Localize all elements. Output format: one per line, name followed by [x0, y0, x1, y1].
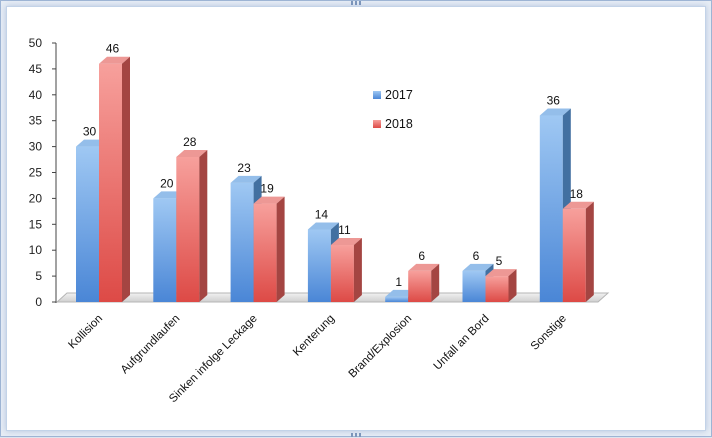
- category-label-1: Aufgrundlaufen: [119, 313, 183, 377]
- data-label-2018-4: 6: [418, 249, 425, 263]
- y-tick-label: 35: [29, 114, 43, 128]
- bar-front: [230, 182, 254, 302]
- data-label-2018-1: 28: [183, 135, 197, 149]
- data-label-2017-0: 30: [83, 125, 97, 139]
- bar-front: [462, 270, 486, 302]
- bar-top: [462, 263, 494, 271]
- bar-top: [176, 149, 208, 157]
- data-label-2018-2: 19: [260, 182, 274, 196]
- y-tick-label: 5: [35, 269, 42, 283]
- legend-label-2018: 2018: [385, 117, 413, 131]
- bar-side: [276, 196, 285, 302]
- resize-handle-top[interactable]: [351, 1, 363, 5]
- bar-front: [485, 276, 509, 302]
- legend-swatch-2017: [373, 91, 381, 99]
- legend-swatch-2018: [373, 120, 381, 128]
- y-tick-label: 20: [29, 191, 43, 205]
- bar-side: [353, 238, 362, 302]
- bar-top: [99, 56, 130, 64]
- bar-front: [99, 63, 122, 302]
- bar-side: [585, 201, 594, 302]
- data-label-2018-6: 18: [570, 187, 584, 201]
- bar-side: [431, 263, 440, 302]
- bar-side: [122, 56, 130, 302]
- resize-handle-bottom[interactable]: [351, 433, 363, 437]
- bar-top: [230, 175, 262, 183]
- bar-front: [253, 203, 277, 302]
- bar-2018-1: [176, 149, 208, 302]
- bar-side: [508, 269, 517, 302]
- bar-front: [539, 115, 563, 303]
- y-tick-label: 30: [29, 140, 43, 154]
- bar-front: [330, 245, 354, 302]
- bar-2018-0: [99, 56, 130, 302]
- bar-front: [408, 270, 432, 302]
- data-label-2017-3: 14: [315, 207, 329, 221]
- bar-top: [408, 263, 440, 271]
- bar-2018-5: [485, 269, 517, 302]
- y-tick-label: 40: [29, 88, 43, 102]
- y-tick-label: 45: [29, 62, 43, 76]
- data-label-2017-5: 6: [473, 249, 480, 263]
- y-tick-label: 50: [29, 36, 43, 50]
- bar-2018-4: [408, 263, 440, 302]
- category-label-5: Unfall an Bord: [432, 313, 492, 373]
- bar-2018-2: [253, 196, 285, 302]
- bar-top: [562, 201, 594, 209]
- bar-top: [330, 238, 362, 246]
- bar-top: [485, 269, 517, 277]
- bar-2018-6: [562, 201, 594, 302]
- category-label-6: Sonstige: [529, 313, 569, 353]
- bar-side: [199, 149, 208, 302]
- bar-top: [307, 222, 339, 230]
- data-label-2017-1: 20: [160, 176, 174, 190]
- y-tick-label: 10: [29, 243, 43, 257]
- data-label-2018-0: 46: [106, 42, 120, 56]
- category-label-2: Sinken infolge Leckage: [167, 313, 260, 406]
- bar-front: [385, 296, 409, 302]
- bar-top: [539, 108, 571, 116]
- data-label-2017-2: 23: [237, 161, 251, 175]
- data-label-2018-3: 11: [338, 223, 351, 237]
- y-tick-label: 15: [29, 217, 43, 231]
- y-tick-label: 0: [35, 295, 42, 309]
- bar-top: [253, 196, 285, 204]
- y-tick-label: 25: [29, 166, 43, 180]
- category-label-3: Kenterung: [291, 313, 337, 359]
- legend-label-2017: 2017: [385, 88, 413, 102]
- data-label-2017-6: 36: [547, 94, 561, 108]
- bar-front: [76, 146, 99, 302]
- bar-front: [153, 198, 177, 302]
- bar-front: [562, 208, 586, 302]
- data-label-2017-4: 1: [395, 275, 402, 289]
- bar-2018-3: [330, 238, 362, 302]
- data-label-2018-5: 5: [496, 254, 503, 268]
- category-label-4: Brand/Explosion: [347, 313, 415, 381]
- bar-front: [307, 229, 331, 302]
- category-label-0: Kollision: [66, 313, 105, 352]
- bar-front: [176, 156, 200, 302]
